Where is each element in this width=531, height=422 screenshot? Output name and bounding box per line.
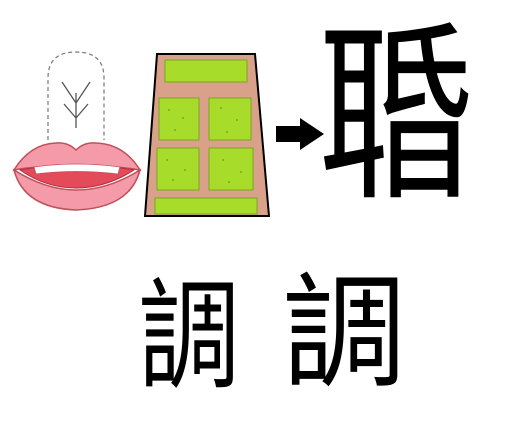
seal-script-character: 調: [138, 268, 240, 407]
result-seal-character: 䎽: [318, 6, 474, 227]
trapezoid-field-with-plots-icon: [143, 53, 271, 217]
right-arrow-icon: [276, 118, 324, 150]
regular-script-character: 調: [282, 262, 407, 406]
mouth-with-tongue-sprout-icon: [12, 51, 142, 211]
